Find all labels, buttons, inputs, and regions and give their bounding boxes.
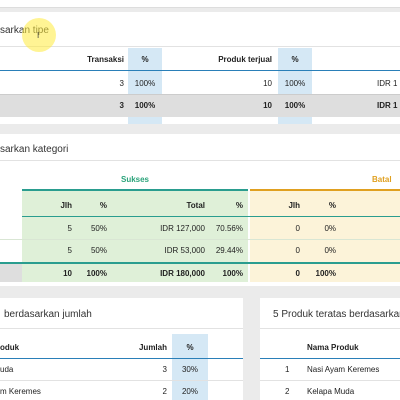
text-cursor-icon: I xyxy=(37,31,40,40)
header-line xyxy=(260,358,400,359)
cursor-highlight xyxy=(22,18,56,52)
total-idr: IDR 1 xyxy=(377,101,398,110)
batal-bg xyxy=(250,190,400,282)
header-line xyxy=(0,70,400,71)
row1-pct2: 70.56% xyxy=(215,224,243,233)
header-transaksi: Transaksi xyxy=(87,55,124,64)
row2-pct: 50% xyxy=(90,246,107,255)
header-total: Total xyxy=(186,201,205,210)
row1-pct-batal: 0% xyxy=(324,224,336,233)
header-jlh-batal: Jlh xyxy=(288,201,300,210)
sukses-bg xyxy=(22,190,248,282)
header-jumlah: Jumlah xyxy=(138,343,167,352)
cell-idr: IDR 1 xyxy=(377,79,398,88)
header-pct: % xyxy=(141,55,149,64)
row2-jlh: 5 xyxy=(67,246,72,255)
row2-pct2: 29.44% xyxy=(215,246,243,255)
header-pct2: % xyxy=(235,201,243,210)
header-pct: % xyxy=(99,201,107,210)
divider xyxy=(0,328,243,329)
panel-kategori: sarkan kategori Sukses Batal Jlh % Total… xyxy=(0,134,400,286)
header-pct: % xyxy=(186,343,194,352)
divider xyxy=(0,160,400,161)
top-strip xyxy=(0,0,400,8)
panel-jumlah: berdasarkan jumlah oduk Jumlah % uda 3 3… xyxy=(0,298,243,400)
row1-jumlah: 3 xyxy=(162,365,167,374)
cell-transaksi: 3 xyxy=(119,79,124,88)
total-pct-batal: 100% xyxy=(315,269,336,278)
panel-title-teratas: 5 Produk teratas berdasarkan xyxy=(273,309,400,320)
total-jlh-batal: 0 xyxy=(295,269,300,278)
pct-col-bg xyxy=(172,334,208,400)
divider xyxy=(0,46,400,47)
batal-line xyxy=(250,189,400,191)
row1-pct: 50% xyxy=(90,224,107,233)
row2-no: 2 xyxy=(285,387,290,396)
header-produk-terjual: Produk terjual xyxy=(218,55,272,64)
header-line xyxy=(22,216,400,217)
cell-pct: 100% xyxy=(134,79,156,88)
divider xyxy=(260,328,400,329)
divider xyxy=(0,239,400,240)
row1-no: 1 xyxy=(285,365,290,374)
total-line xyxy=(0,262,400,264)
total-row-left-bg xyxy=(0,262,22,282)
header-pct-batal: % xyxy=(328,201,336,210)
total-transaksi: 3 xyxy=(119,101,124,110)
total-pct: 100% xyxy=(134,101,156,110)
header-produk: oduk xyxy=(0,343,20,352)
row2-total: IDR 53,000 xyxy=(164,246,205,255)
panel-title-kategori: sarkan kategori xyxy=(0,144,69,155)
row1-nama: Nasi Ayam Keremes xyxy=(307,365,380,374)
cell-produk: 10 xyxy=(263,79,272,88)
row2-jlh-batal: 0 xyxy=(295,246,300,255)
row2-jumlah: 2 xyxy=(162,387,167,396)
header-jlh: Jlh xyxy=(60,201,72,210)
panel-tipe: sarkan tipe Transaksi % Produk terjual %… xyxy=(0,12,400,124)
total-produk: 10 xyxy=(263,101,272,110)
header-line xyxy=(0,358,243,359)
sukses-line xyxy=(22,189,248,191)
row2-pct-batal: 0% xyxy=(324,246,336,255)
divider xyxy=(0,94,400,95)
row1-jlh: 5 xyxy=(67,224,72,233)
cell-pct: 100% xyxy=(284,79,306,88)
group-sukses: Sukses xyxy=(120,175,150,184)
panel-teratas: 5 Produk teratas berdasarkan Nama Produk… xyxy=(260,298,400,400)
total-pct: 100% xyxy=(86,269,107,278)
total-pct: 100% xyxy=(284,101,306,110)
divider xyxy=(0,380,243,381)
total-pct2: 100% xyxy=(222,269,243,278)
row2-produk: m Keremes xyxy=(0,387,41,396)
row1-pct: 30% xyxy=(181,365,198,374)
divider xyxy=(260,380,400,381)
header-pct: % xyxy=(291,55,299,64)
row1-jlh-batal: 0 xyxy=(295,224,300,233)
row1-produk: uda xyxy=(0,365,14,374)
total-total: IDR 180,000 xyxy=(160,269,205,278)
panel-title-jumlah: berdasarkan jumlah xyxy=(4,309,92,320)
row1-total: IDR 127,000 xyxy=(160,224,205,233)
row2-nama: Kelapa Muda xyxy=(307,387,355,396)
group-batal: Batal xyxy=(372,175,392,184)
row2-pct: 20% xyxy=(181,387,198,396)
total-row-bg xyxy=(0,95,400,117)
header-nama-produk: Nama Produk xyxy=(307,343,359,352)
total-jlh: 10 xyxy=(63,269,72,278)
